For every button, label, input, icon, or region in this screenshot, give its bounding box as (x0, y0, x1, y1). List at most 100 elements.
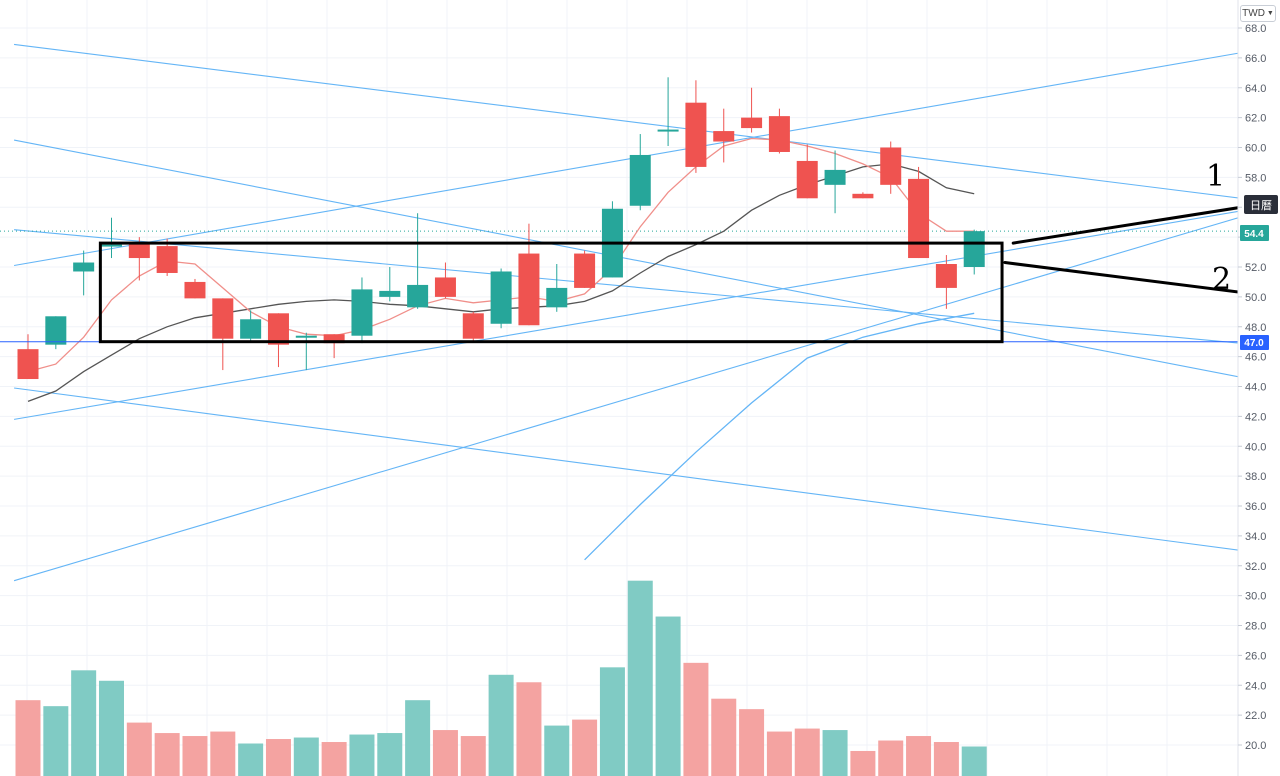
candle (574, 250, 596, 288)
candle-body (100, 244, 122, 247)
volume-bar (961, 746, 987, 776)
trendlines (0, 43, 1280, 582)
volume-bar (349, 734, 375, 776)
candle (963, 229, 985, 275)
candle-body (17, 349, 39, 380)
volume-bar (544, 725, 570, 776)
candle (17, 334, 39, 380)
candle (852, 192, 874, 199)
annotation-label-1: 1 (1206, 159, 1225, 194)
candle-body (434, 277, 456, 297)
price-axis[interactable]: 68.066.064.062.060.058.056.054.052.050.0… (1237, 0, 1280, 776)
volume-bars (15, 580, 987, 776)
volume-bar (739, 709, 765, 776)
candle (546, 264, 568, 312)
candle (796, 144, 818, 199)
volume-bar (321, 742, 347, 776)
candle (100, 217, 122, 259)
volume-bar (98, 680, 124, 776)
volume-bar (906, 736, 932, 776)
candle (490, 268, 512, 329)
last-price-label: 54.4 (1244, 229, 1264, 240)
volume-bar (293, 737, 319, 776)
candle-body (852, 193, 874, 199)
volume-bar (265, 739, 291, 776)
candle-body (880, 147, 902, 185)
candle (407, 213, 429, 309)
tick-label: 50.0 (1245, 292, 1266, 304)
candle (657, 77, 679, 147)
volume-bar (655, 616, 681, 776)
tick-label: 40.0 (1245, 441, 1266, 453)
candle (462, 311, 484, 342)
candle-body (824, 169, 846, 185)
candle-body (73, 262, 95, 272)
tick-label: 64.0 (1245, 83, 1266, 95)
candle-body (462, 313, 484, 339)
volume-bar (766, 731, 792, 776)
volume-bar (182, 736, 208, 776)
candle-body (574, 253, 596, 288)
ma-support-line (584, 312, 975, 561)
candle (935, 255, 957, 309)
candle (629, 134, 651, 211)
trendline (14, 229, 1280, 348)
volume-bar (238, 743, 264, 776)
candle-body (796, 160, 818, 199)
candle-body (963, 231, 985, 267)
candle-body (267, 313, 289, 345)
tick-label: 42.0 (1245, 411, 1266, 423)
volume-bar (126, 722, 152, 776)
tick-label: 26.0 (1245, 650, 1266, 662)
volume-bar (43, 706, 69, 776)
candle (434, 262, 456, 299)
candle (713, 108, 735, 163)
volume-bar (71, 670, 97, 776)
period-badge[interactable]: 日曆 (1244, 195, 1278, 214)
candle (73, 250, 95, 296)
candlesticks (17, 77, 985, 380)
candle (880, 141, 902, 194)
volume-bar (878, 740, 904, 776)
candle (741, 87, 763, 133)
candle (156, 238, 178, 276)
volume-bar (405, 700, 431, 776)
candle (518, 223, 540, 326)
candle (184, 278, 206, 299)
candle-body (908, 178, 930, 259)
candle (351, 277, 373, 344)
level-price-label: 47.0 (1244, 338, 1264, 349)
level-badge: 47.0 (1240, 335, 1269, 350)
candle-body (935, 264, 957, 288)
candle-body (212, 298, 234, 339)
tick-label: 46.0 (1245, 352, 1266, 364)
candle-body (184, 281, 206, 299)
volume-bar (15, 700, 41, 776)
chevron-down-icon: ▼ (1266, 10, 1274, 17)
annotation-box (98, 241, 1004, 344)
currency-label: TWD (1242, 8, 1265, 19)
volume-bar (460, 736, 486, 776)
candle-body (490, 271, 512, 324)
volume-bar (210, 731, 236, 776)
volume-bar (627, 580, 653, 776)
tick-label: 38.0 (1245, 471, 1266, 483)
tick-label: 52.0 (1245, 262, 1266, 274)
tick-label: 62.0 (1245, 113, 1266, 125)
trendline (13, 204, 1280, 582)
currency-selector[interactable]: TWD ▼ (1240, 5, 1276, 22)
tick-label: 44.0 (1245, 382, 1266, 394)
tick-label: 48.0 (1245, 322, 1266, 334)
candle (601, 201, 623, 278)
candle-body (45, 316, 67, 345)
last-price-badge: 54.4 (1240, 225, 1269, 241)
candle-body (546, 287, 568, 308)
candle (240, 310, 262, 342)
trendline (13, 203, 1280, 420)
volume-bar (933, 742, 959, 776)
volume-bar (432, 730, 458, 776)
candle-body (295, 335, 317, 338)
tick-label: 60.0 (1245, 143, 1266, 155)
candle-body (351, 289, 373, 336)
